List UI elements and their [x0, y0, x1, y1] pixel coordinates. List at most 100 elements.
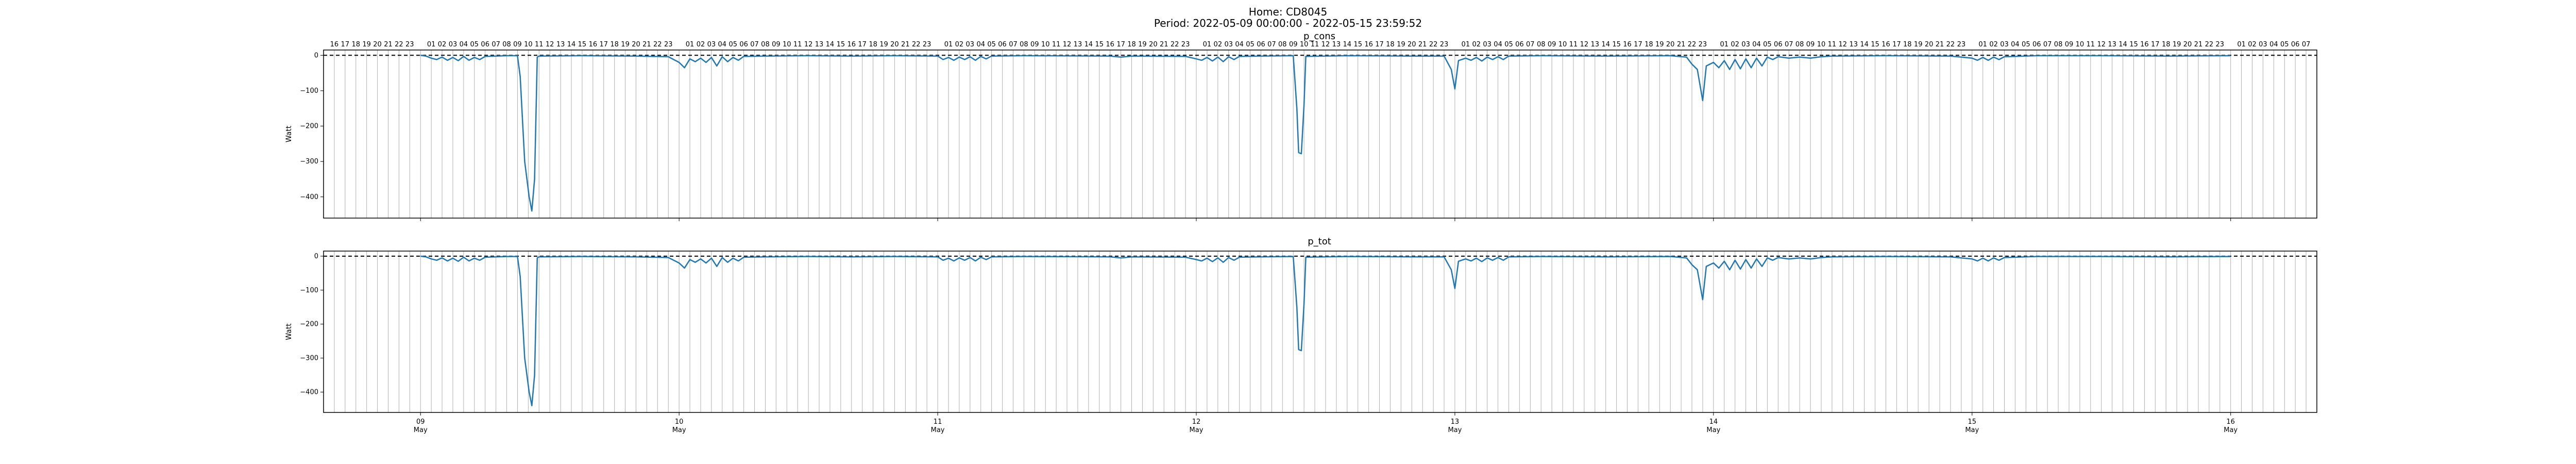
panel-p-cons: p_cons 16 17 18 19 20 21 22 23 01 02 03 04 05 06 07 08 0…: [285, 31, 2317, 221]
panel-p-tot: p_tot 0−100−200−300−400 Watt 09May10May1…: [285, 236, 2317, 434]
hour-label: 16: [1364, 41, 1373, 48]
hour-label: 04: [718, 41, 727, 48]
series-line-p-tot: [420, 255, 2231, 407]
hour-label: 05: [1504, 41, 1513, 48]
hour-label: 11: [1569, 41, 1578, 48]
x-tick-label-day: 15: [1968, 418, 1976, 426]
y-tick-label: −200: [300, 321, 318, 328]
hour-label: 16: [1106, 41, 1114, 48]
hour-label: 21: [642, 41, 651, 48]
x-tick-label-month: May: [414, 426, 428, 434]
hour-label: 05: [2280, 41, 2289, 48]
hour-label: 02: [2248, 41, 2257, 48]
hour-label: 02: [438, 41, 447, 48]
hour-label: 15: [578, 41, 587, 48]
hour-label: 03: [1483, 41, 1492, 48]
figure-title-period: Period: 2022-05-09 00:00:00 - 2022-05-15…: [1154, 17, 1422, 29]
hour-label: 22: [2205, 41, 2214, 48]
hour-label: 19: [879, 41, 888, 48]
hour-label: 01: [1720, 41, 1728, 48]
figure-title-home: Home: CD8045: [1249, 6, 1327, 18]
hour-label: 23: [1957, 41, 1966, 48]
hour-label: 22: [1429, 41, 1438, 48]
hour-label: 19: [1914, 41, 1923, 48]
hour-label: 09: [513, 41, 522, 48]
hour-label: 19: [362, 41, 371, 48]
hour-label: 19: [2173, 41, 2181, 48]
hour-label: 07: [1785, 41, 1793, 48]
hour-label: 21: [2194, 41, 2203, 48]
top-hour-labels: 16 17 18 19 20 21 22 23 01 02 03 04 05 06 07 08 09 10 11 12…: [330, 41, 2311, 48]
hour-label: 04: [1494, 41, 1502, 48]
axes-frame-p-tot: [323, 251, 2317, 413]
hour-label: 21: [1677, 41, 1686, 48]
hour-label: 05: [987, 41, 996, 48]
hour-label: 22: [1946, 41, 1955, 48]
hour-label: 18: [1645, 41, 1653, 48]
hour-label: 20: [632, 41, 640, 48]
hour-gridlines: [334, 251, 2307, 412]
hour-label: 08: [502, 41, 511, 48]
hour-label: 08: [1795, 41, 1804, 48]
hour-label: 18: [1127, 41, 1136, 48]
hour-label: 18: [869, 41, 877, 48]
hour-label: 02: [697, 41, 705, 48]
hour-label: 12: [1063, 41, 1072, 48]
hour-label: 09: [1030, 41, 1039, 48]
hour-label: 17: [1116, 41, 1125, 48]
hour-label: 08: [1278, 41, 1287, 48]
hour-label: 17: [341, 41, 350, 48]
hour-label: 15: [1612, 41, 1621, 48]
hour-label: 13: [556, 41, 565, 48]
hour-label: 23: [923, 41, 931, 48]
hour-label: 09: [772, 41, 781, 48]
hour-label: 02: [955, 41, 964, 48]
y-tick-label: −300: [300, 158, 318, 165]
hour-label: 06: [998, 41, 1007, 48]
hour-label: 03: [966, 41, 975, 48]
y-axis-p-cons: 0 −100 −200 −300 −400: [300, 52, 324, 201]
hour-label: 13: [1332, 41, 1341, 48]
hour-label: 04: [460, 41, 468, 48]
x-tick-label-month: May: [672, 426, 686, 434]
hour-label: 03: [707, 41, 716, 48]
hour-label: 12: [1580, 41, 1589, 48]
hour-label: 23: [2216, 41, 2225, 48]
hour-label: 17: [599, 41, 608, 48]
x-tick-label-month: May: [931, 426, 945, 434]
hour-label: 18: [610, 41, 619, 48]
hour-label: 13: [2108, 41, 2116, 48]
hour-label: 07: [1526, 41, 1535, 48]
hour-label: 04: [1235, 41, 1244, 48]
hour-label: 22: [653, 41, 662, 48]
hour-label: 15: [1353, 41, 1362, 48]
hour-label: 08: [1020, 41, 1028, 48]
hour-label: 09: [2065, 41, 2074, 48]
hour-label: 16: [330, 41, 339, 48]
hour-label: 10: [1558, 41, 1567, 48]
hour-label: 17: [858, 41, 867, 48]
hour-label: 02: [1731, 41, 1739, 48]
hour-label: 03: [1741, 41, 1750, 48]
x-tick-label-day: 14: [1709, 418, 1718, 426]
hour-label: 09: [1289, 41, 1298, 48]
hour-label: 10: [1041, 41, 1050, 48]
hour-label: 23: [1699, 41, 1707, 48]
hour-label: 07: [492, 41, 500, 48]
hour-label: 04: [1752, 41, 1761, 48]
hour-label: 10: [783, 41, 791, 48]
x-tick-label-month: May: [2224, 426, 2238, 434]
hour-label: 07: [2043, 41, 2052, 48]
hour-label: 05: [470, 41, 479, 48]
hour-label: 02: [1472, 41, 1481, 48]
hour-label: 20: [1666, 41, 1675, 48]
hour-label: 11: [1052, 41, 1061, 48]
hour-label: 17: [1892, 41, 1901, 48]
hour-label: 06: [1257, 41, 1265, 48]
hour-label: 19: [1655, 41, 1664, 48]
hour-label: 14: [1601, 41, 1610, 48]
hour-label: 14: [1860, 41, 1869, 48]
hour-label: 16: [847, 41, 856, 48]
hour-label: 09: [1548, 41, 1556, 48]
